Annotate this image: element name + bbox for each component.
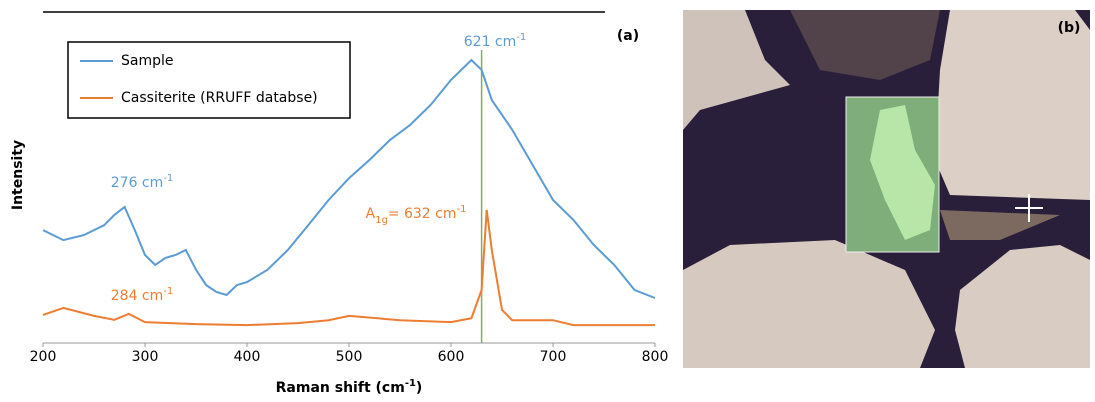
- annotation: 621 cm-1: [464, 32, 527, 51]
- annotation-part: -1: [516, 32, 526, 43]
- annotation-part: 284 cm: [111, 288, 164, 304]
- x-tick-label: 300: [132, 349, 159, 365]
- x-tick-label: 700: [540, 349, 567, 365]
- legend-label: Sample: [121, 53, 174, 69]
- legend-label: Cassiterite (RRUFF databse): [121, 90, 318, 106]
- panel-label: (a): [617, 28, 639, 44]
- annotation-part: -1: [163, 286, 173, 297]
- annotation-part: A: [366, 206, 376, 222]
- annotation-part: = 632 cm: [388, 206, 457, 222]
- x-tick-label: 200: [30, 349, 57, 365]
- annotation-part: 1g: [375, 215, 388, 226]
- x-axis-label: Raman shift (cm-1): [276, 378, 423, 397]
- annotation-part: -1: [457, 204, 467, 215]
- series-line: [42, 58, 656, 299]
- legend: [67, 41, 351, 119]
- annotation-part: -1: [163, 173, 173, 184]
- annotation: 284 cm-1: [111, 286, 174, 305]
- series-line: [42, 209, 655, 327]
- x-axis-label-part: -1: [405, 378, 416, 389]
- annotation-part: 621 cm: [464, 34, 517, 50]
- x-axis-label-part: ): [416, 380, 422, 396]
- annotation-part: 276 cm: [111, 175, 164, 191]
- y-axis-label: Intensity: [10, 140, 26, 210]
- panel-label: (b): [1058, 20, 1081, 36]
- x-tick-label: 800: [642, 349, 669, 365]
- annotation: 276 cm-1: [111, 173, 174, 192]
- x-axis-label-part: Raman shift (cm: [276, 380, 405, 396]
- micrograph: [683, 10, 1090, 368]
- x-tick-label: 500: [336, 349, 363, 365]
- x-tick-label: 400: [234, 349, 261, 365]
- x-tick-label: 600: [438, 349, 465, 365]
- annotation: A1g= 632 cm-1: [366, 204, 467, 226]
